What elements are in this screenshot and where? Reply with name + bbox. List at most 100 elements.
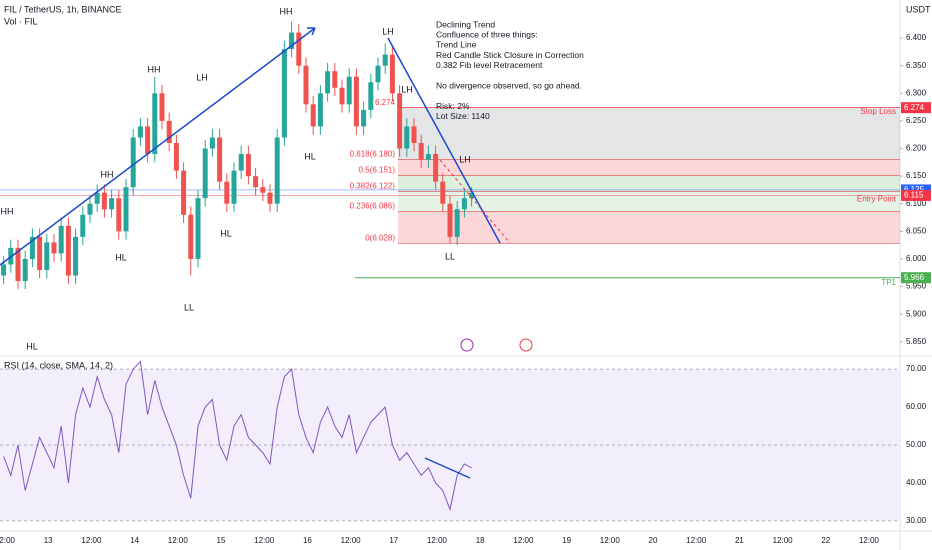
price-tag-label: 5.966 <box>904 273 925 282</box>
pattern-label: LH <box>459 154 471 164</box>
note: Confluence of three things: <box>436 29 538 39</box>
candle-body <box>44 242 50 270</box>
note: Declining Trend <box>436 19 495 29</box>
candle-body <box>188 214 194 259</box>
candle-body <box>51 242 57 254</box>
time-label: 21 <box>735 536 744 545</box>
time-label: 12:00 <box>168 536 189 545</box>
time-label: 16 <box>303 536 312 545</box>
time-label: 12:00 <box>773 536 794 545</box>
candle-body <box>166 120 172 143</box>
candle-body <box>130 137 136 188</box>
time-label: 12:00 <box>513 536 534 545</box>
pattern-label: HL <box>26 341 38 351</box>
candle-body <box>173 142 179 171</box>
time-label: 12:00 <box>81 536 102 545</box>
candle-body <box>425 154 431 160</box>
candle-body <box>382 54 388 66</box>
candle-body <box>433 154 439 182</box>
candle-body <box>65 225 71 276</box>
price-tag-text: Entry Point <box>857 195 897 204</box>
candle-body <box>181 170 187 215</box>
candle-body <box>332 71 338 88</box>
candle-body <box>281 49 287 138</box>
rsi-tick-label: 70.00 <box>906 364 927 373</box>
time-label: 12:00 <box>859 536 880 545</box>
event-icon[interactable] <box>519 338 533 352</box>
candle-body <box>80 214 86 237</box>
candle-body <box>253 176 259 188</box>
pattern-label: LL <box>184 302 194 312</box>
time-label: 20 <box>649 536 658 545</box>
candle-body <box>389 54 395 94</box>
candle-body <box>260 187 266 193</box>
candle-body <box>231 170 237 204</box>
rsi-tick-label: 40.00 <box>906 478 927 487</box>
candle-body <box>346 76 352 105</box>
note: Trend Line <box>436 40 477 50</box>
note: Red Candle Stick Closure in Correction <box>436 50 584 60</box>
projection-line <box>439 159 511 244</box>
candle-body <box>440 181 446 204</box>
candle-body <box>15 247 21 282</box>
candle-body <box>404 126 410 149</box>
time-label: 17 <box>389 536 398 545</box>
price-tick-label: 5.900 <box>906 309 927 318</box>
candle-body <box>310 104 316 127</box>
candle-body <box>209 137 215 149</box>
candle-body <box>202 148 208 199</box>
time-label: 12:00 <box>0 536 16 545</box>
price-tick-label: 6.000 <box>906 254 927 263</box>
candle-body <box>339 87 345 105</box>
candle-body <box>325 71 331 94</box>
note: 0.382 Fib level Retracement <box>436 60 543 70</box>
rsi-title: RSI (14, close, SMA, 14, 2) <box>4 360 113 370</box>
rsi-tick-label: 60.00 <box>906 402 927 411</box>
fib-label: 0.5(6.151) <box>359 166 396 175</box>
price-tag-label: 6.115 <box>904 191 924 200</box>
pattern-label: LH <box>401 84 413 94</box>
currency: USDT <box>906 4 931 14</box>
candle-body <box>447 203 453 237</box>
pattern-label: HH <box>1 206 14 216</box>
fib-zone <box>398 159 900 176</box>
fib-zone <box>398 175 900 192</box>
candle-body <box>116 198 122 232</box>
candle-body <box>353 76 359 127</box>
pattern-label: HL <box>115 252 127 262</box>
candle-body <box>58 225 64 254</box>
candle-body <box>109 198 115 210</box>
price-tag-text: TP1 <box>881 278 896 287</box>
candle-body <box>101 192 107 210</box>
candle-body <box>274 137 280 204</box>
candle-body <box>469 192 475 199</box>
pattern-label: HH <box>101 169 114 179</box>
pattern-label: HL <box>304 151 316 161</box>
time-label: 12:00 <box>427 536 448 545</box>
price-tag <box>901 272 931 284</box>
note: No divergence observed, so go ahead. <box>436 80 582 90</box>
arrow-head <box>307 27 316 36</box>
price-tag-label: 6.125 <box>904 185 925 194</box>
event-icon[interactable] <box>460 338 474 352</box>
symbol: FIL / TetherUS, 1h, BINANCE <box>4 4 122 14</box>
fib-label: 0.382(6.122) <box>350 182 396 191</box>
candle-body <box>454 209 460 237</box>
candle-body <box>317 93 323 127</box>
fib-label: 0.236(6.086) <box>350 202 396 211</box>
time-label: 19 <box>562 536 571 545</box>
rsi-trend-line <box>424 457 471 479</box>
pattern-label: LH <box>196 72 208 82</box>
time-label: 12:00 <box>254 536 275 545</box>
time-label: 13 <box>44 536 53 545</box>
candle-body <box>461 198 467 210</box>
rsi-tick-label: 50.00 <box>906 440 927 449</box>
price-tick-label: 6.350 <box>906 61 927 70</box>
trend-line <box>0 27 316 266</box>
price-tick-label: 5.950 <box>906 282 927 291</box>
candle-body <box>296 32 302 66</box>
price-tag <box>901 189 931 201</box>
pattern-label: LL <box>445 251 455 261</box>
candle-body <box>289 32 295 50</box>
price-tick-label: 6.250 <box>906 116 927 125</box>
